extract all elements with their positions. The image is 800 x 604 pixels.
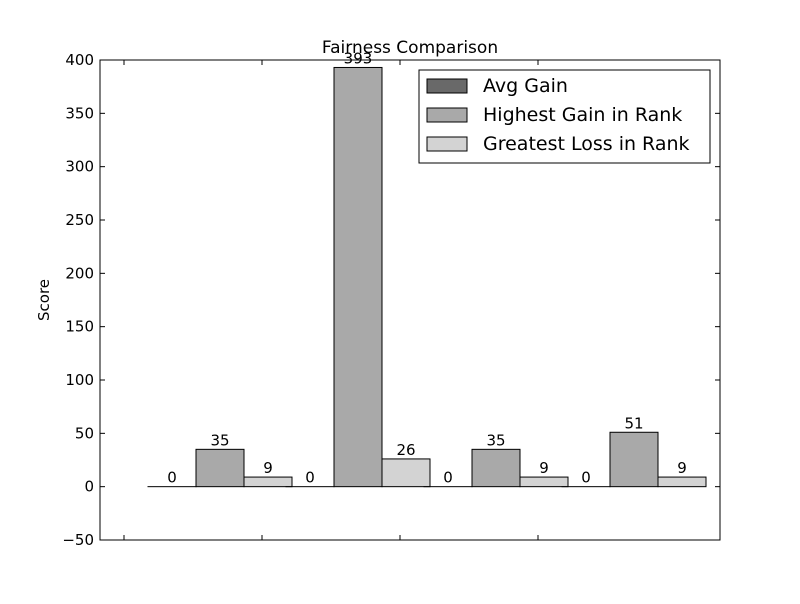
bar-2-group-3 [472,449,520,486]
bar-2-group-4 [610,432,658,486]
data-label: 9 [539,459,549,477]
y-tick-label: 200 [65,264,94,282]
y-tick-label: −50 [62,531,94,549]
y-tick-label: 50 [75,424,94,442]
data-label: 0 [305,469,315,487]
y-tick-label: 300 [65,158,94,176]
data-label: 51 [624,414,643,432]
y-tick-label: 350 [65,104,94,122]
y-tick-label: 250 [65,211,94,229]
data-label: 26 [396,441,415,459]
bar-3-group-3 [520,477,568,487]
legend-swatch [427,79,467,93]
legend-entry: Greatest Loss in Rank [483,133,690,155]
y-tick-label: 400 [65,51,94,69]
y-tick-label: 100 [65,371,94,389]
bar-2-group-1 [196,449,244,486]
chart-title: Fairness Comparison [322,38,498,58]
legend-swatch [427,108,467,122]
data-label: 0 [167,469,177,487]
data-label: 9 [263,459,273,477]
data-label: 35 [486,431,505,449]
data-label: 35 [210,431,229,449]
legend-entry: Avg Gain [483,75,568,97]
legend-entry: Highest Gain in Rank [483,104,682,126]
bar-3-group-2 [382,459,430,487]
legend-swatch [427,137,467,151]
data-label: 0 [443,469,453,487]
bar-2-group-2 [334,67,382,486]
legend: Avg Gain Highest Gain in Rank Greatest Los… [419,70,710,163]
y-tick-label: 0 [84,478,94,496]
bar-3-group-4 [658,477,706,487]
bar-3-group-1 [244,477,292,487]
data-label: 9 [677,459,687,477]
data-label: 0 [581,469,591,487]
y-tick-label: 150 [65,318,94,336]
y-axis-label: Score [35,279,53,321]
